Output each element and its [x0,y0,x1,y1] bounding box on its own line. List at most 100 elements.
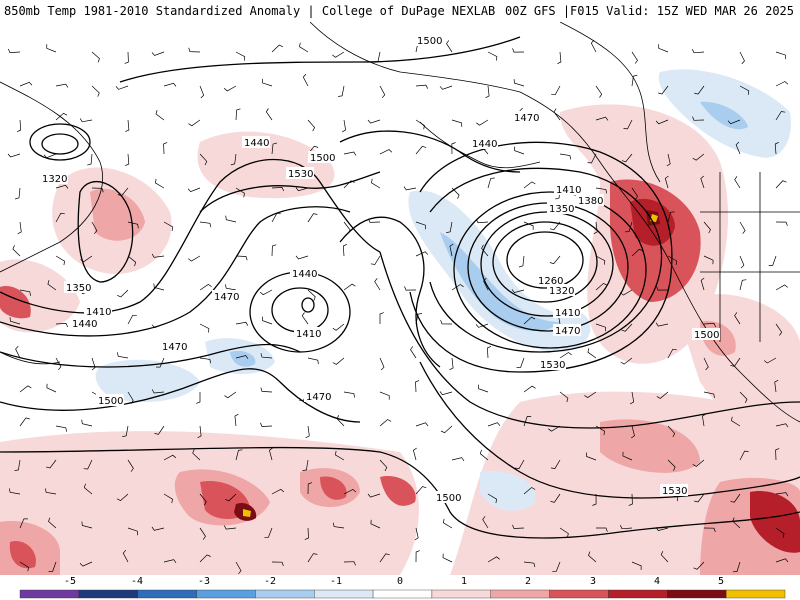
contour-label: 1500 [310,153,335,164]
wind-barb [559,153,572,160]
wind-barb [235,108,241,121]
wind-barb [199,554,211,563]
wind-barb [414,527,419,541]
wind-barb [775,558,789,563]
wind-barb [727,119,741,125]
wind-barb [451,142,456,155]
wind-barb [260,387,273,393]
wind-barb [775,221,788,226]
colorbar-tick: 5 [717,576,725,587]
wind-barb [199,221,212,228]
wind-barb [55,425,67,432]
wind-barb [587,153,597,164]
wind-barb [475,323,489,328]
wind-barb [622,451,633,461]
wind-barb [628,493,633,506]
wind-barb [115,85,129,90]
wind-barb [730,493,741,503]
wind-barb [262,316,273,325]
wind-barb [692,459,705,467]
wind-barb [151,323,165,329]
wind-barb [299,42,309,53]
wind-barb [410,346,417,359]
wind-barb [79,561,93,567]
wind-barb [630,391,635,405]
wind-barb [551,85,561,96]
wind-barb [511,289,525,294]
wind-barb [151,253,165,258]
contour-label: 1350 [549,204,574,215]
height-contours [0,36,800,539]
wind-barb [523,385,536,393]
wind-barb [335,450,345,461]
wind-barb [307,357,319,365]
wind-barb [225,284,237,291]
wind-barb [307,213,318,223]
wind-barb [46,459,57,469]
contour-label: 1320 [42,174,67,185]
wind-barb [15,345,21,359]
wind-barb [19,81,33,87]
wind-barb [199,357,212,364]
wind-barb [415,84,429,89]
contour-label: 1320 [549,286,574,297]
wind-barb [588,551,597,563]
wind-barb [370,255,381,265]
colorbar-tick: 1 [460,576,468,587]
colorbar-swatch [372,589,433,599]
wind-barb [559,527,569,538]
wind-barb [48,517,57,529]
wind-barb [199,527,206,540]
wind-barb [443,518,453,529]
wind-barb [732,517,741,529]
colorbar-swatch [667,589,727,599]
map-title: 850mb Temp 1981-2010 Standardized Anomal… [4,4,496,18]
wind-barb [478,384,489,393]
colorbar-tick: -5 [63,576,77,587]
wind-barb [623,119,633,130]
wind-barb [343,283,356,291]
wind-barb [55,357,62,371]
wind-barb [55,112,68,121]
wind-barb [307,119,316,132]
wind-barb [155,178,165,189]
wind-barb [17,221,22,235]
wind-barb [235,255,248,261]
wind-barb [302,459,309,472]
wind-barb [223,85,237,92]
wind-barb [739,85,750,95]
wind-barb [370,519,381,529]
colorbar-tick: 4 [653,576,661,587]
wind-barb [655,527,669,532]
wind-barb [225,215,237,223]
contour-label: 1530 [540,360,565,371]
wind-barb [442,553,453,563]
wind-barb [116,493,129,502]
wind-barb [155,357,165,368]
wind-barb [379,312,384,324]
wind-barb [12,245,21,257]
wind-barb [412,447,417,461]
contour-label: 1440 [292,269,317,280]
wind-barb [19,289,31,296]
wind-barb [15,187,21,200]
wind-barb [367,493,381,498]
wind-barb [667,425,676,438]
colorbar-swatches [19,589,786,599]
wind-barb [666,153,671,167]
wind-barb [619,289,633,296]
wind-barb [151,526,165,531]
wind-barb [775,284,788,291]
wind-barb [620,357,633,365]
wind-barb [19,518,28,529]
wind-barb [127,314,137,325]
wind-barb [449,243,454,257]
wind-barb [660,550,669,563]
wind-barb [307,289,316,301]
wind-barb [446,40,453,53]
wind-barb [518,255,525,268]
wind-barb [595,323,607,332]
colorbar-swatch [431,589,491,599]
wind-barb [343,221,351,234]
colorbar-swatch [490,589,550,599]
